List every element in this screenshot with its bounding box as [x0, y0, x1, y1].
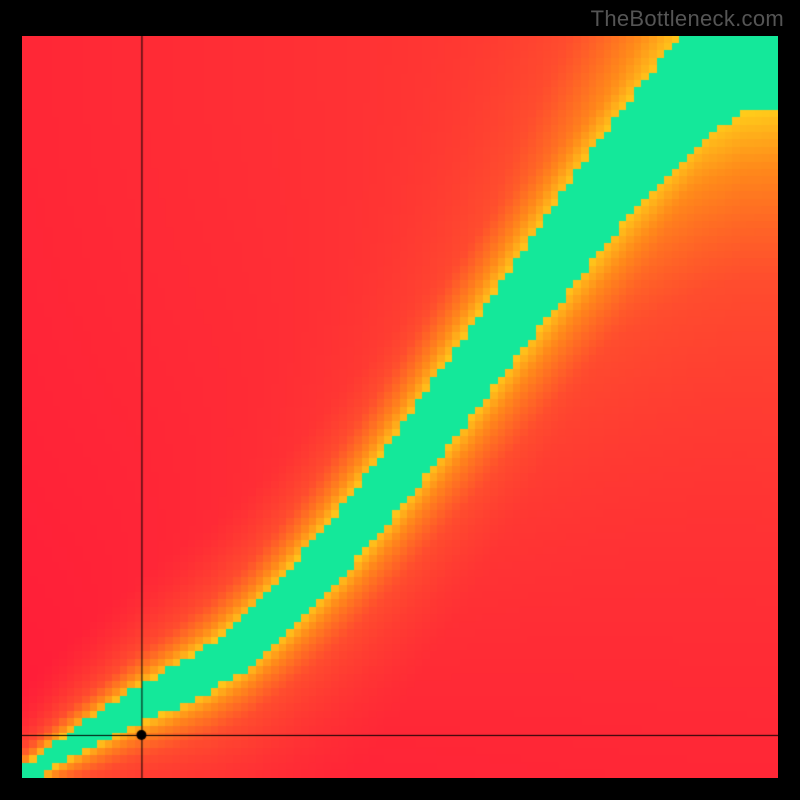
heatmap-chart [22, 36, 778, 778]
watermark-text: TheBottleneck.com [591, 6, 784, 32]
heatmap-canvas [22, 36, 778, 778]
